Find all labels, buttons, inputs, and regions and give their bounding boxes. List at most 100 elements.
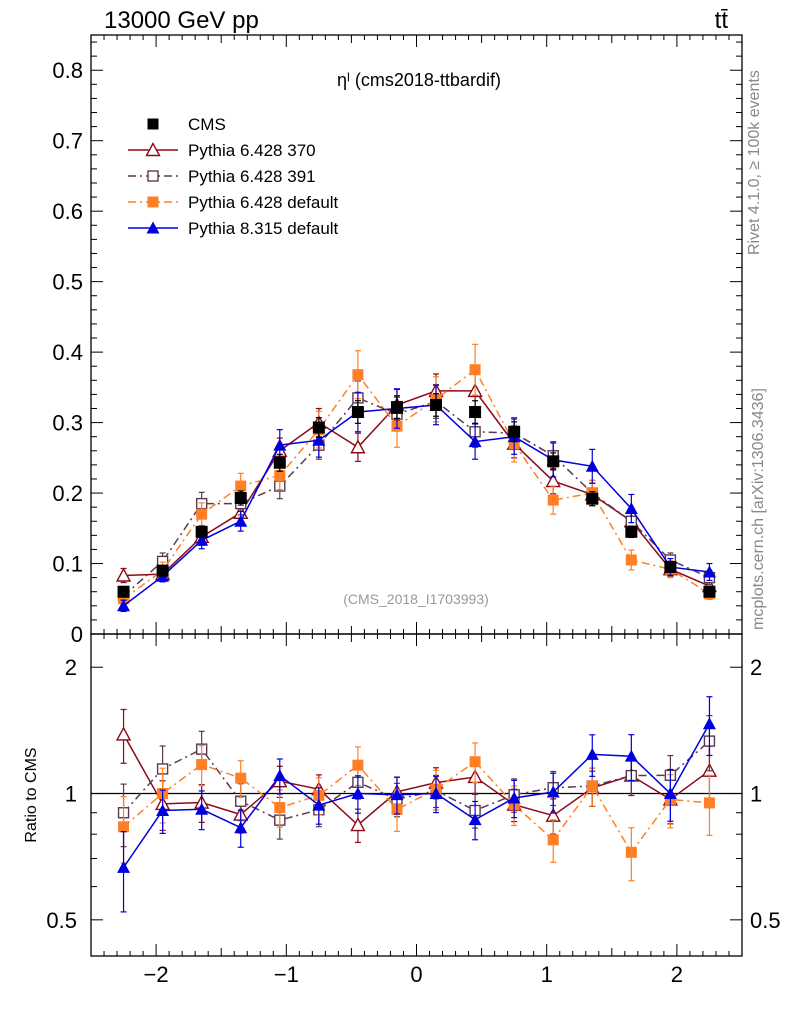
data-point [703, 585, 716, 598]
legend-entry: Pythia 6.428 391 [128, 167, 316, 186]
main-y-tick-label: 0.7 [52, 129, 83, 154]
ratio-point [351, 787, 365, 800]
legend-label: Pythia 6.428 391 [188, 167, 316, 186]
ratio-line-pythia-6-428-391 [123, 740, 710, 821]
ratio-line-pythia-8-315-default [122, 723, 711, 868]
data-point [469, 364, 481, 376]
ratio-y-tick-label: 1 [65, 782, 77, 807]
legend-entry: Pythia 6.428 370 [128, 141, 316, 160]
series-line-pythia-6-428-391 [123, 396, 710, 597]
ratio-y-tick-label-right: 1 [750, 782, 762, 807]
legend-marker [147, 196, 159, 208]
legend-label: Pythia 6.428 370 [188, 141, 316, 160]
legend-marker [147, 170, 159, 182]
x-tick-label: 1 [541, 962, 553, 987]
legend-entry: CMS [147, 115, 226, 134]
legend-entry: Pythia 6.428 default [128, 193, 339, 212]
ratio-point [352, 759, 364, 771]
data-point [234, 491, 247, 504]
data-point [547, 494, 559, 506]
ratio-point [625, 846, 637, 858]
ratio-point [118, 821, 130, 833]
ratio-point [546, 785, 560, 798]
data-point [273, 438, 287, 451]
mcplots-source-label: mcplots.cern.ch [arXiv:1306.3436] [750, 388, 767, 630]
chart-title: ηˡ (cms2018-ttbardif) [337, 70, 501, 90]
main-y-tick-label: 0 [71, 622, 83, 647]
main-series-layer [115, 343, 718, 613]
ratio-series-layer [115, 696, 718, 913]
data-point [350, 439, 366, 454]
data-point [196, 508, 208, 520]
series-pythia-6-428-default [118, 343, 715, 606]
ratio-point [117, 860, 131, 873]
data-point [273, 456, 286, 469]
ratio-point [350, 817, 366, 832]
data-point [625, 525, 638, 538]
ratio-y-tick-label-right: 2 [750, 655, 762, 680]
ratio-point [156, 803, 170, 816]
ratio-pythia-8-315-default [117, 696, 716, 913]
ratio-point [703, 797, 715, 809]
series-line-pythia-6-428-default [123, 368, 710, 600]
data-point [430, 398, 443, 411]
ratio-point [235, 772, 247, 784]
ratio-point [586, 780, 598, 792]
ratio-y-tick-label: 2 [65, 655, 77, 680]
data-point [664, 561, 677, 574]
ratio-point [273, 769, 287, 782]
data-point [312, 433, 326, 446]
data-point [195, 533, 209, 546]
data-point [117, 585, 130, 598]
legend-marker [147, 118, 159, 130]
ratio-point [390, 788, 404, 801]
ratio-point [585, 747, 599, 760]
main-y-tick-label: 0.3 [52, 411, 83, 436]
data-point [312, 421, 325, 434]
legend-label: Pythia 8.315 default [188, 219, 339, 238]
ratio-point [429, 787, 443, 800]
data-point [115, 567, 132, 582]
ratio-point [234, 821, 248, 834]
data-point [274, 469, 286, 481]
legend-label: Pythia 6.428 default [188, 193, 339, 212]
data-point [625, 554, 637, 566]
x-tick-label: −2 [144, 962, 169, 987]
x-tick-label: 2 [671, 962, 683, 987]
ratio-y-tick-label: 0.5 [46, 908, 77, 933]
data-point [195, 525, 208, 538]
data-point [624, 502, 638, 515]
ratio-line-pythia-6-428-370 [122, 734, 710, 827]
ratio-point [507, 791, 521, 804]
data-point [468, 435, 482, 448]
series-cms [117, 393, 716, 598]
main-y-tick-label: 0.6 [52, 199, 83, 224]
data-point [702, 565, 716, 578]
legend-marker [146, 221, 160, 234]
data-point [508, 425, 521, 438]
analysis-watermark: (CMS_2018_I1703993) [343, 591, 489, 607]
ratio-point [624, 749, 638, 762]
series-line-pythia-8-315-default [123, 404, 710, 607]
main-panel: ηˡ (cms2018-ttbardif) (CMS_2018_I1703993… [52, 34, 743, 647]
data-point [586, 492, 599, 505]
series-line-pythia-6-428-370 [123, 390, 710, 587]
main-y-tick-label: 0.1 [52, 552, 83, 577]
legend-marker [145, 142, 161, 157]
data-point [351, 406, 364, 419]
ratio-point [468, 813, 482, 826]
data-point [234, 514, 248, 527]
data-point [235, 480, 247, 492]
legend-entry: Pythia 8.315 default [128, 219, 339, 238]
data-point [352, 369, 364, 381]
ratio-point [663, 787, 677, 800]
main-y-tick-label: 0.8 [52, 58, 83, 83]
main-y-tick-label: 0.2 [52, 481, 83, 506]
ratio-point [702, 717, 716, 730]
ratio-point [547, 834, 559, 846]
collision-label: 13000 GeV pp [104, 7, 259, 34]
ratio-panel: Ratio to CMS −2 −1 0 1 2 0.5 0.5 1 1 2 2 [23, 633, 781, 987]
main-axes: 0 0.1 0.2 0.3 0.4 0.5 0.6 0.7 0.8 [52, 34, 743, 647]
ratio-point [274, 802, 286, 814]
rivet-version-label: Rivet 4.1.0, ≥ 100k events [746, 70, 763, 255]
